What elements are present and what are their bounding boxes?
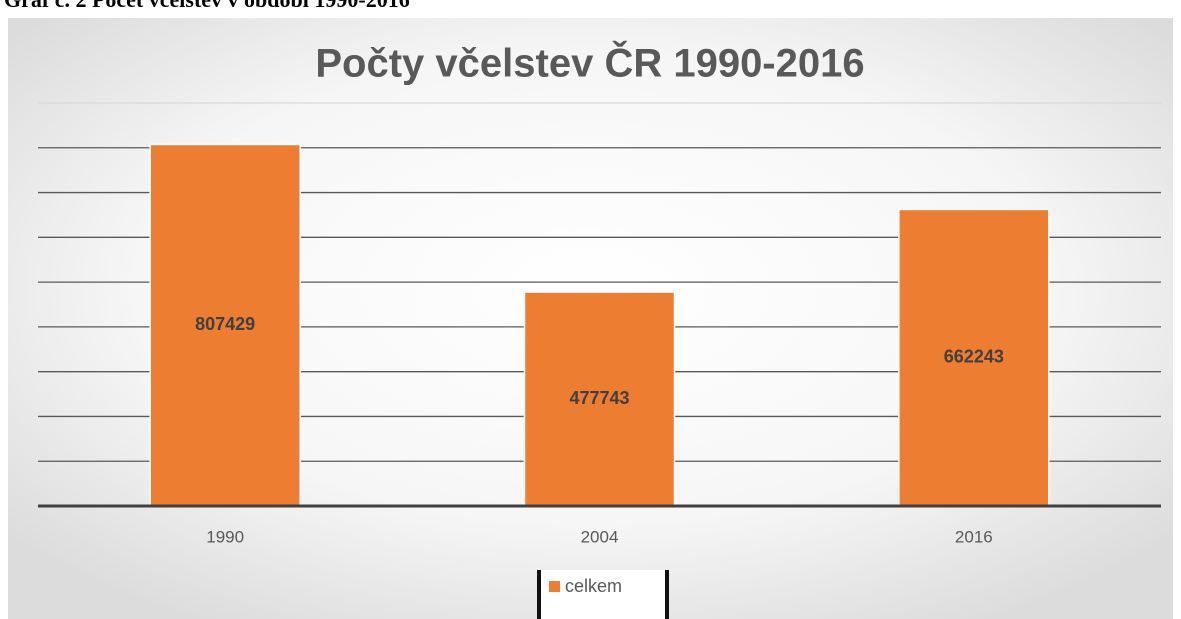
legend-swatch bbox=[549, 581, 560, 592]
data-label: 477743 bbox=[569, 388, 629, 408]
data-label: 662243 bbox=[944, 346, 1004, 366]
caption: Graf č. 2 Počet včelstev v období 1990-2… bbox=[4, 0, 410, 12]
bar bbox=[149, 143, 301, 507]
chart: Počty včelstev ČR 1990-2016 bbox=[315, 40, 864, 86]
legend-edge bbox=[665, 570, 669, 619]
legend-box bbox=[539, 570, 667, 619]
bar bbox=[898, 208, 1050, 507]
legend-label: celkem bbox=[565, 576, 622, 596]
chart-title: Počty včelstev ČR 1990-2016 bbox=[315, 40, 864, 86]
x-tick-label: 2004 bbox=[581, 527, 619, 546]
bar bbox=[523, 291, 676, 507]
data-label: 807429 bbox=[195, 314, 255, 334]
x-tick-label: 1990 bbox=[206, 527, 244, 546]
legend-edge bbox=[537, 570, 541, 619]
x-tick-label: 2016 bbox=[955, 527, 993, 546]
